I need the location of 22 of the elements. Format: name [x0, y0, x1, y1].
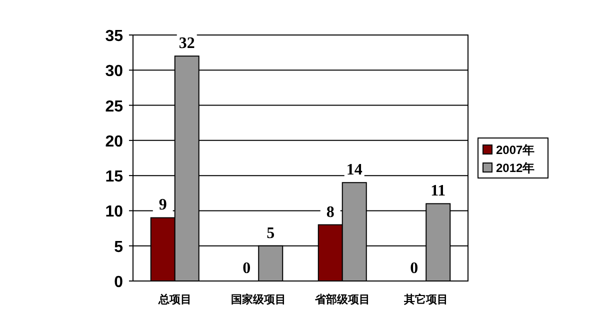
y-tick-label: 15 — [105, 168, 124, 186]
y-tick-label: 30 — [105, 63, 124, 80]
x-tick-label: 国家级项目 — [231, 293, 286, 306]
y-tick-label: 10 — [105, 204, 124, 221]
data-label: 0 — [410, 260, 418, 277]
y-tick-label: 5 — [114, 238, 124, 256]
data-label: 32 — [178, 35, 195, 52]
y-tick-label: 0 — [114, 274, 124, 291]
x-tick-label: 总项目 — [157, 293, 192, 306]
data-label: 5 — [266, 224, 275, 242]
data-label: 9 — [158, 196, 167, 214]
y-tick-label: 35 — [105, 28, 124, 45]
data-label: 14 — [346, 162, 362, 179]
x-tick-label: 省部级项目 — [314, 293, 370, 306]
data-label: 11 — [430, 182, 446, 200]
data-label: 8 — [326, 204, 334, 221]
data-label: 0 — [242, 260, 251, 277]
y-tick-label: 20 — [105, 133, 124, 150]
x-tick-label: 其它项目 — [403, 293, 448, 306]
y-tick-label: 25 — [105, 98, 124, 116]
legend-label: 2007年 — [496, 143, 535, 157]
legend-label: 2012年 — [496, 161, 535, 175]
